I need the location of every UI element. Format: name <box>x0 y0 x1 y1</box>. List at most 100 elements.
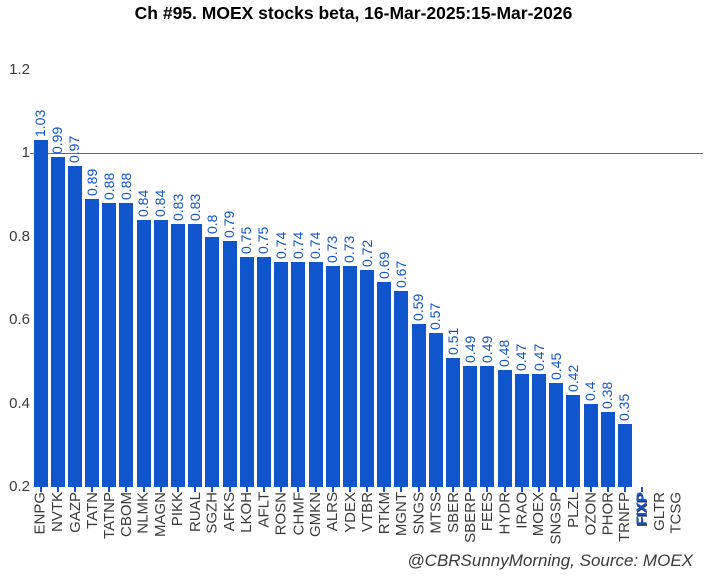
bar-value-label: 0.42 <box>564 364 581 393</box>
bar <box>239 257 254 487</box>
bar-value-label: 0.4 <box>582 381 599 401</box>
x-axis-tick <box>91 487 94 492</box>
bar <box>428 332 443 487</box>
bar-value-label: 0.88 <box>100 172 117 201</box>
x-axis-tick <box>331 487 334 492</box>
x-axis-label-rtkm: RTKM <box>375 492 393 535</box>
x-axis-tick <box>383 487 386 492</box>
x-axis-tick <box>262 487 265 492</box>
x-axis-label-cbom: CBOM <box>117 492 135 537</box>
bar <box>342 265 357 487</box>
bar <box>446 357 461 487</box>
y-axis-tick-label: 0.6 <box>9 311 30 328</box>
x-axis-label-trnfp: TRNFP <box>616 492 634 542</box>
bar <box>497 370 512 487</box>
bar <box>291 261 306 487</box>
x-axis-label-magn: MAGN <box>152 492 170 537</box>
bar <box>411 324 426 487</box>
bar <box>256 257 271 487</box>
x-axis-tick <box>520 487 523 492</box>
bar <box>480 365 495 487</box>
x-axis-tick <box>486 487 489 492</box>
bar <box>102 203 117 487</box>
x-axis-tick <box>211 487 214 492</box>
bar <box>463 365 478 487</box>
x-axis-label-mgnt: MGNT <box>393 492 410 537</box>
bar <box>394 290 409 487</box>
bar-value-label: 0.73 <box>324 235 341 263</box>
x-axis-tick <box>245 487 248 492</box>
x-axis-label-gmkn: GMKN <box>307 492 325 537</box>
bar-value-label: 0.59 <box>410 293 427 322</box>
bar-value-label: 0.35 <box>616 394 633 422</box>
bar <box>377 282 392 487</box>
bar <box>549 382 564 487</box>
bar-value-label: 0.97 <box>66 135 83 163</box>
x-axis-label-ydex: YDEX <box>341 492 359 533</box>
bar-value-label: 0.75 <box>238 227 255 255</box>
bar <box>600 411 615 487</box>
x-axis-tick <box>159 487 162 492</box>
x-axis-label-pikk: PIKK <box>169 492 187 527</box>
x-axis-tick <box>641 487 644 492</box>
bar <box>532 374 546 487</box>
x-axis-tick <box>452 487 455 492</box>
x-axis-tick <box>39 487 42 492</box>
x-axis-label-phor: PHOR <box>599 492 617 536</box>
bar-value-label: 0.75 <box>255 227 272 255</box>
x-axis-tick <box>228 487 231 492</box>
x-axis-label-irao: IRAO <box>513 492 531 529</box>
bar-value-label: 0.49 <box>461 335 478 363</box>
bar <box>153 219 168 487</box>
x-axis-label-nvtk: NVTK <box>49 492 67 533</box>
x-axis-tick <box>589 487 592 492</box>
bar-value-label: 0.49 <box>478 335 495 363</box>
x-axis-tick <box>297 487 300 492</box>
x-axis-label-afks: AFKS <box>221 492 239 532</box>
bar-value-label: 0.83 <box>186 193 203 221</box>
x-axis-tick <box>400 487 403 492</box>
bar-value-label: 0.84 <box>135 189 152 217</box>
bar-value-label: 1.03 <box>32 110 48 138</box>
bar <box>360 269 375 487</box>
x-axis-label-gazp: GAZP <box>66 492 84 533</box>
bar-value-label: 0.72 <box>358 239 375 267</box>
bar <box>136 219 151 487</box>
x-axis-label-tcsg: TCSG <box>668 492 686 534</box>
bar-value-label: 0.48 <box>496 339 513 368</box>
x-axis-tick <box>348 487 351 492</box>
chart-title: Ch #95. MOEX stocks beta, 16-Mar-2025:15… <box>134 3 573 23</box>
bar-value-label: 0.67 <box>392 260 409 288</box>
x-axis-tick <box>125 487 128 492</box>
bar-value-label: 0.73 <box>341 235 358 263</box>
bar-value-label: 0.79 <box>221 210 238 238</box>
x-axis-label-chmf: CHMF <box>289 492 307 536</box>
source-attribution: @CBRSunnyMorning, Source: MOEX <box>407 551 693 570</box>
x-axis-tick <box>503 487 506 492</box>
x-axis-label-rosn: ROSN <box>272 492 290 536</box>
x-axis-label-ozon: OZON <box>582 492 600 536</box>
x-axis-label-alrs: ALRS <box>324 492 342 532</box>
x-axis-label-vtbr: VTBR <box>358 492 376 533</box>
bar <box>222 240 237 487</box>
x-axis-tick <box>417 487 420 492</box>
x-axis-label-sber: SBER <box>444 492 462 533</box>
bar-value-label: 0.45 <box>547 352 564 380</box>
reference-line <box>30 152 703 154</box>
bar-value-label: 0.74 <box>272 231 289 259</box>
bar <box>566 395 581 487</box>
x-axis-tick <box>434 487 437 492</box>
x-axis-label-sberp: SBERP <box>461 492 479 543</box>
x-axis-tick <box>366 487 369 492</box>
bar <box>50 157 65 487</box>
x-axis-label-tatnp: TATNP <box>100 492 118 539</box>
x-axis-label-plzl: PLZL <box>564 492 582 528</box>
x-axis-label-moex: MOEX <box>530 492 548 537</box>
bar-value-label: 0.74 <box>289 231 306 259</box>
x-axis-label-tatn: TATN <box>83 492 101 529</box>
x-axis-label-fees: FEES <box>478 492 496 532</box>
x-axis-tick <box>623 487 626 492</box>
bar <box>171 223 186 487</box>
